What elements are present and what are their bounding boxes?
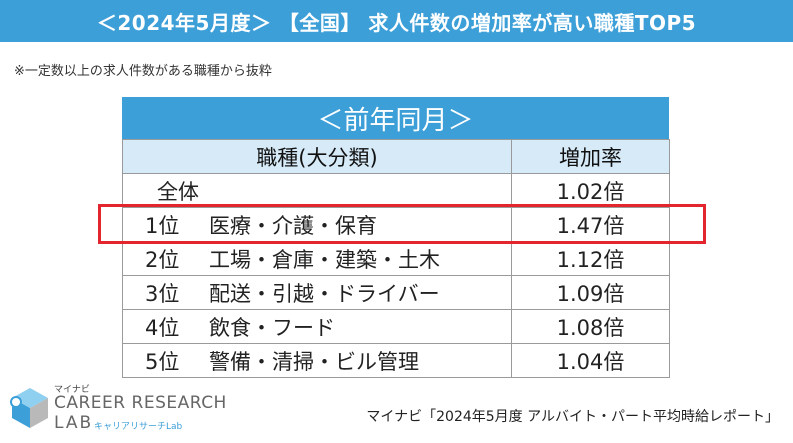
- table-row: 1位 医療・介護・保育 1.47倍: [122, 207, 670, 242]
- all-label: 全体: [122, 173, 512, 208]
- job-cell: 4位 飲食・フード: [122, 309, 512, 344]
- top-rank-highlight-box: [98, 204, 706, 244]
- job-cell: 5位 警備・清掃・ビル管理: [122, 343, 512, 378]
- job-name: 工場・倉庫・建築・土木: [209, 247, 440, 272]
- job-cell: 3位 配送・引越・ドライバー: [122, 275, 512, 310]
- rank-label: 3位: [145, 281, 180, 306]
- job-name: 医療・介護・保育: [209, 213, 377, 238]
- source-citation: マイナビ「2024年5月度 アルバイト・パート平均時給レポート」: [366, 409, 779, 425]
- table-row-all: 全体 1.02倍: [122, 173, 670, 208]
- rate-value: 1.08倍: [511, 309, 670, 344]
- ranking-table: ＜前年同月＞ 職種(大分類) 増加率 全体 1.02倍 1位 医療・介護・保育 1…: [122, 97, 670, 378]
- table-row: 4位 飲食・フード 1.08倍: [122, 309, 670, 344]
- rank-label: 5位: [145, 349, 180, 374]
- logo-text-line1: CAREER RESEARCH: [54, 393, 227, 413]
- table-row: 5位 警備・清掃・ビル管理 1.04倍: [122, 343, 670, 378]
- logo-brand-small: マイナビ: [54, 385, 90, 395]
- job-name: 配送・引越・ドライバー: [209, 281, 440, 306]
- page-title: ＜2024年5月度＞ 【全国】 求人件数の増加率が高い職種TOP5: [0, 0, 793, 42]
- column-header-job: 職種(大分類): [122, 139, 512, 174]
- logo-text-line2: LAB: [54, 413, 94, 433]
- ranking-grid: 職種(大分類) 増加率 全体 1.02倍 1位 医療・介護・保育 1.47倍 2位…: [122, 139, 670, 378]
- rate-value: 1.09倍: [511, 275, 670, 310]
- job-cell: 2位 工場・倉庫・建築・土木: [122, 241, 512, 276]
- job-name: 飲食・フード: [209, 315, 335, 340]
- cube-logo-icon: [10, 388, 48, 428]
- logo-text-line3: キャリアリサーチLab: [94, 422, 183, 432]
- rank-label: 4位: [145, 315, 180, 340]
- rate-value: 1.47倍: [511, 207, 670, 242]
- rank-label: 1位: [145, 213, 180, 238]
- table-band-title: ＜前年同月＞: [122, 97, 669, 139]
- footnote: ※一定数以上の求人件数がある職種から抜粋: [14, 64, 272, 79]
- rate-value: 1.12倍: [511, 241, 670, 276]
- career-research-lab-logo: マイナビ CAREER RESEARCH LAB キャリアリサーチLab: [10, 380, 226, 436]
- column-header-rate: 増加率: [511, 139, 670, 174]
- table-row: 2位 工場・倉庫・建築・土木 1.12倍: [122, 241, 670, 276]
- table-header-row: 職種(大分類) 増加率: [122, 139, 670, 174]
- table-row: 3位 配送・引越・ドライバー 1.09倍: [122, 275, 670, 310]
- job-name: 警備・清掃・ビル管理: [209, 349, 419, 374]
- rank-label: 2位: [145, 247, 180, 272]
- rate-value: 1.04倍: [511, 343, 670, 378]
- job-cell: 1位 医療・介護・保育: [122, 207, 512, 242]
- all-value: 1.02倍: [511, 173, 670, 208]
